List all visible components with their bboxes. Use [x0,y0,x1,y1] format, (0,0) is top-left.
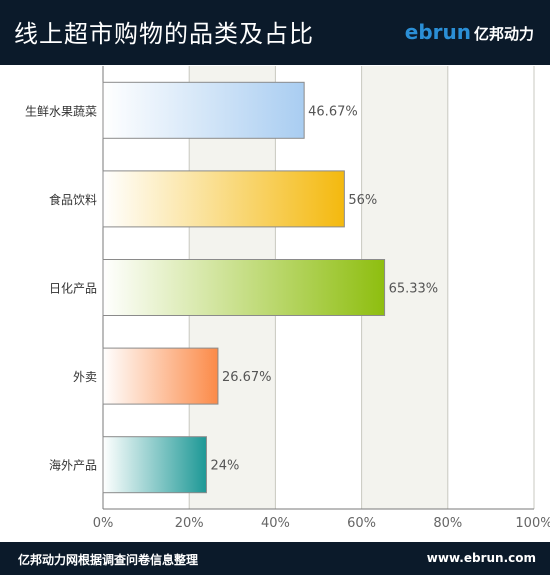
x-tick-label: 40% [261,516,290,531]
category-label: 生鲜水果蔬菜 [25,104,97,118]
bar [102,259,386,316]
plot-band [447,66,534,509]
footer-bar: 亿邦动力网根据调查问卷信息整理 www.ebrun.com [0,542,550,575]
brand-logo: ebrun 亿邦动力 [405,20,534,44]
category-label: 食品饮料 [49,192,97,207]
bar [102,436,207,494]
x-tick-label: 60% [347,516,376,531]
x-tick-label: 100% [515,516,550,531]
bar-value-label: 65.33% [389,282,439,297]
header-bar: 线上超市购物的品类及占比 ebrun 亿邦动力 [0,0,550,65]
chart-title: 线上超市购物的品类及占比 [14,20,314,48]
category-label: 海外产品 [49,458,97,473]
bar-chart: 46.67% 生鲜水果蔬菜 56% 食品饮料 65.33% 日化产品 26.67% 外卖 24%… [25,66,550,531]
source-note: 亿邦动力网根据调查问卷信息整理 [18,553,199,567]
category-label: 外卖 [73,370,97,384]
x-tick-label: 80% [433,516,462,531]
logo-cn: 亿邦动力 [473,25,534,43]
category-label: 日化产品 [49,282,97,296]
bar [102,81,305,139]
bar-value-label: 56% [348,193,377,208]
source-url: www.ebrun.com [426,551,536,565]
logo-latin: ebrun [404,20,471,44]
x-tick-label: 20% [175,516,204,531]
x-tick-label: 0% [93,516,114,531]
bar [102,347,219,405]
bar-value-label: 26.67% [222,370,272,385]
bar-value-label: 24% [210,459,239,474]
bar [102,170,345,228]
bar-value-label: 46.67% [308,104,358,119]
